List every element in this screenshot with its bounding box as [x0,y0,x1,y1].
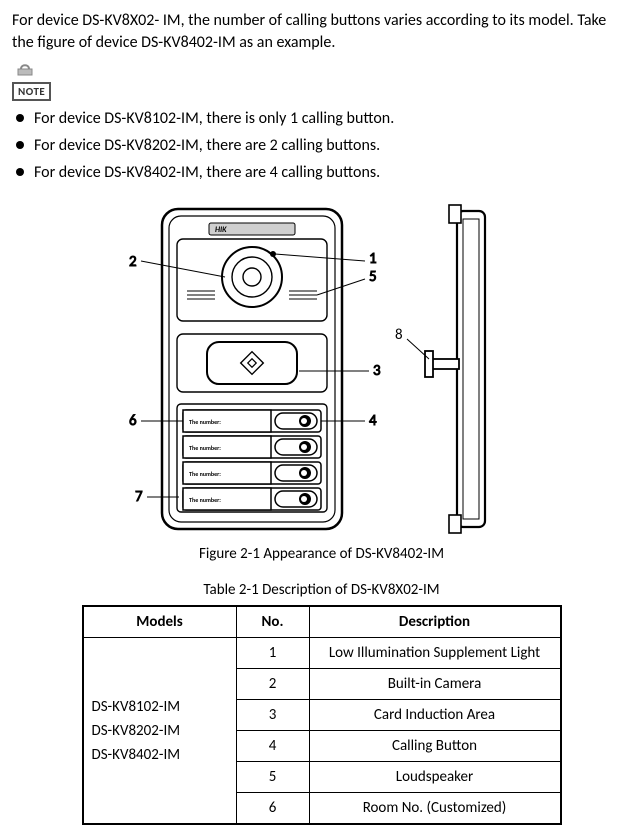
cell-desc: Built-in Camera [309,669,561,700]
note-item: For device DS-KV8202-IM, there are 2 cal… [12,134,631,158]
svg-text:The number:: The number: [189,444,221,452]
cell-desc: Calling Button [309,731,561,762]
svg-text:The number:: The number: [189,496,221,504]
description-table: Models No. Description DS-KV8102-IM DS-K… [82,605,562,825]
cell-desc: Room No. (Customized) [309,793,561,825]
device-figure: HIK The number: The number: [12,199,631,539]
cell-models: DS-KV8102-IM DS-KV8202-IM DS-KV8402-IM [83,638,237,825]
svg-text:The number:: The number: [189,418,221,426]
cell-no: 5 [236,762,309,793]
model-item: DS-KV8102-IM [92,695,228,719]
note-item: For device DS-KV8102-IM, there is only 1… [12,107,631,131]
cell-no: 6 [236,793,309,825]
cell-no: 4 [236,731,309,762]
svg-text:3: 3 [373,362,381,380]
cell-no: 1 [236,638,309,669]
svg-text:8: 8 [395,326,403,344]
paperclip-icon [12,61,38,82]
table-caption: Table 2-1 Description of DS-KV8X02-IM [12,581,631,599]
note-box: NOTE [12,61,631,101]
th-no: No. [236,606,309,638]
intro-text: For device DS-KV8X02- IM, the number of … [12,10,631,53]
model-item: DS-KV8202-IM [92,719,228,743]
cell-no: 2 [236,669,309,700]
svg-text:5: 5 [369,268,377,286]
cell-no: 3 [236,700,309,731]
cell-desc: Card Induction Area [309,700,561,731]
note-item: For device DS-KV8402-IM, there are 4 cal… [12,161,631,185]
svg-text:4: 4 [369,412,377,430]
note-list: For device DS-KV8102-IM, there is only 1… [12,107,631,185]
svg-text:The number:: The number: [189,470,221,478]
cell-desc: Loudspeaker [309,762,561,793]
figure-caption: Figure 2-1 Appearance of DS-KV8402-IM [12,545,631,563]
th-models: Models [83,606,237,638]
cell-desc: Low Illumination Supplement Light [309,638,561,669]
svg-text:6: 6 [129,412,137,430]
model-item: DS-KV8402-IM [92,743,228,767]
svg-text:7: 7 [135,488,143,506]
note-label: NOTE [12,82,51,101]
svg-text:2: 2 [129,253,137,271]
th-desc: Description [309,606,561,638]
svg-text:1: 1 [369,250,377,268]
brand-text: HIK [215,225,227,235]
